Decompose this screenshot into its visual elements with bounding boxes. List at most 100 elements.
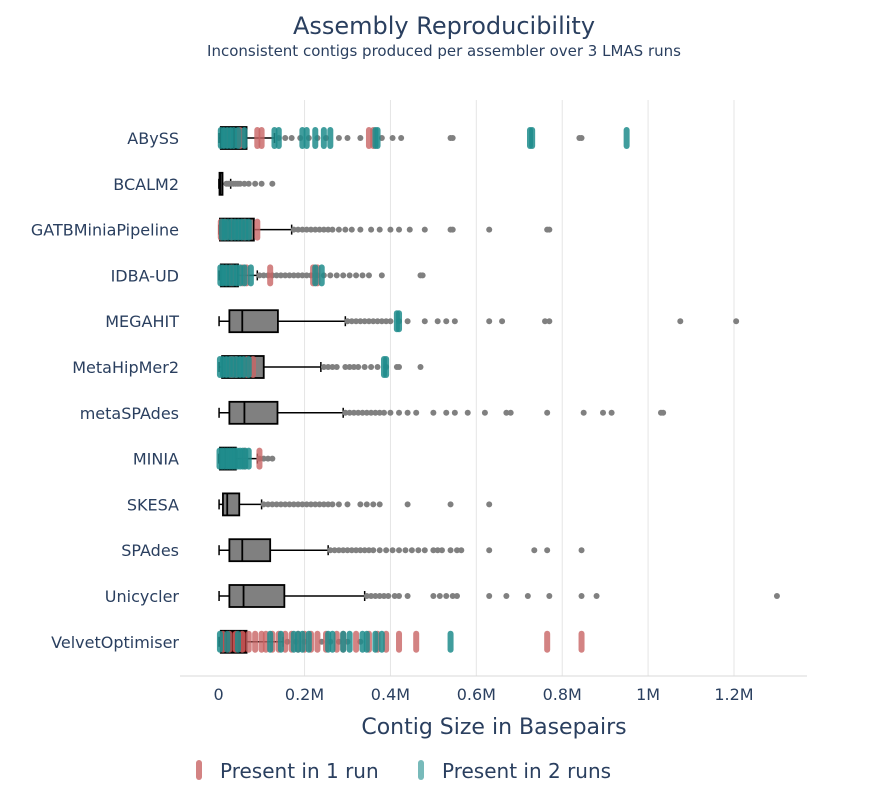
- outlier-point: [350, 409, 357, 416]
- present-1-run-marker: [252, 630, 259, 653]
- outlier-point: [451, 318, 458, 325]
- outlier-point: [507, 409, 514, 416]
- outlier-point: [368, 593, 375, 599]
- outlier-point: [733, 318, 740, 325]
- x-tick-label: 0: [214, 685, 224, 704]
- outlier-point: [370, 547, 377, 554]
- outlier-point: [237, 180, 244, 187]
- y-tick-label: metaSPAdes: [80, 404, 179, 423]
- outlier-point: [376, 547, 383, 554]
- outlier-point: [355, 364, 362, 370]
- outlier-point: [546, 318, 553, 325]
- outlier-point: [290, 226, 297, 233]
- outlier-point: [353, 318, 360, 325]
- outlier-point: [335, 226, 342, 233]
- outlier-point: [593, 593, 600, 599]
- outlier-point: [383, 318, 390, 325]
- outlier-point: [387, 318, 394, 325]
- y-tick-label: Unicycler: [105, 587, 180, 606]
- outlier-point: [396, 409, 403, 416]
- present-1-run-marker: [256, 447, 263, 470]
- assembler-row: [217, 126, 630, 150]
- outlier-point: [295, 272, 302, 279]
- outlier-point: [327, 547, 334, 554]
- outlier-point: [449, 135, 456, 141]
- outlier-point: [357, 135, 364, 141]
- outlier-point: [447, 547, 454, 554]
- outlier-point: [286, 501, 293, 508]
- outlier-point: [546, 226, 553, 233]
- outlier-point: [378, 318, 385, 325]
- outlier-point: [368, 409, 375, 416]
- legend: Present in 1 run Present in 2 runs: [196, 759, 611, 783]
- outlier-point: [335, 547, 342, 554]
- outlier-point: [357, 226, 364, 233]
- outlier-point: [415, 547, 422, 554]
- outlier-point: [316, 226, 323, 233]
- plot-area: [216, 126, 780, 654]
- outlier-point: [290, 272, 297, 279]
- outlier-point: [387, 226, 394, 233]
- outlier-point: [348, 318, 355, 325]
- y-tick-label: SKESA: [127, 495, 179, 514]
- x-tick-label: 0.4M: [371, 685, 410, 704]
- outlier-point: [277, 272, 284, 279]
- outlier-point: [348, 547, 355, 554]
- outlier-point: [327, 272, 334, 279]
- present-2-runs-marker: [396, 310, 403, 333]
- outlier-point: [241, 180, 248, 187]
- present-2-runs-marker: [241, 127, 248, 149]
- outlier-point: [316, 501, 323, 508]
- outlier-point: [303, 501, 310, 508]
- x-tick-label: 0.8M: [543, 685, 582, 704]
- outlier-point: [269, 180, 276, 187]
- outlier-point: [406, 226, 413, 233]
- present-2-runs-marker: [245, 218, 252, 241]
- present-2-runs-marker: [320, 127, 327, 149]
- present-2-runs-marker: [623, 127, 630, 149]
- chart-title: Assembly Reproducibility: [293, 12, 595, 40]
- present-1-run-marker: [413, 630, 420, 653]
- outlier-point: [307, 226, 314, 233]
- box: [228, 309, 279, 334]
- outlier-point: [383, 547, 390, 554]
- outlier-point: [353, 272, 360, 279]
- present-1-run-marker: [245, 630, 252, 653]
- outlier-point: [419, 272, 426, 279]
- outlier-point: [503, 409, 510, 416]
- y-tick-label: VelvetOptimiser: [51, 633, 179, 652]
- outlier-point: [342, 409, 349, 416]
- outlier-point: [503, 593, 510, 599]
- outlier-point: [357, 318, 364, 325]
- outlier-point: [436, 593, 443, 599]
- outlier-point: [260, 501, 267, 508]
- outlier-point: [434, 547, 441, 554]
- assembler-row: [218, 400, 667, 425]
- outlier-point: [773, 593, 780, 599]
- outlier-point: [357, 501, 364, 508]
- present-1-run-marker: [254, 218, 261, 241]
- y-tick-label: SPAdes: [121, 541, 179, 560]
- present-2-runs-marker: [224, 630, 231, 653]
- present-1-run-marker: [267, 264, 274, 287]
- outlier-point: [398, 135, 405, 141]
- box: [228, 400, 279, 425]
- outlier-point: [344, 318, 351, 325]
- outlier-point: [335, 135, 342, 141]
- outlier-point: [320, 226, 327, 233]
- outlier-point: [404, 318, 411, 325]
- present-1-run-marker: [314, 630, 321, 653]
- assembler-row: [216, 629, 585, 654]
- outlier-point: [546, 593, 553, 599]
- outlier-point: [413, 409, 420, 416]
- y-tick-label: MEGAHIT: [105, 312, 179, 331]
- outlier-point: [372, 409, 379, 416]
- outlier-point: [372, 593, 379, 599]
- outlier-point: [340, 272, 347, 279]
- outlier-point: [295, 501, 302, 508]
- outlier-point: [295, 226, 302, 233]
- assembler-row: [218, 309, 740, 334]
- outlier-point: [376, 226, 383, 233]
- present-2-runs-marker: [299, 630, 306, 653]
- outlier-point: [402, 547, 409, 554]
